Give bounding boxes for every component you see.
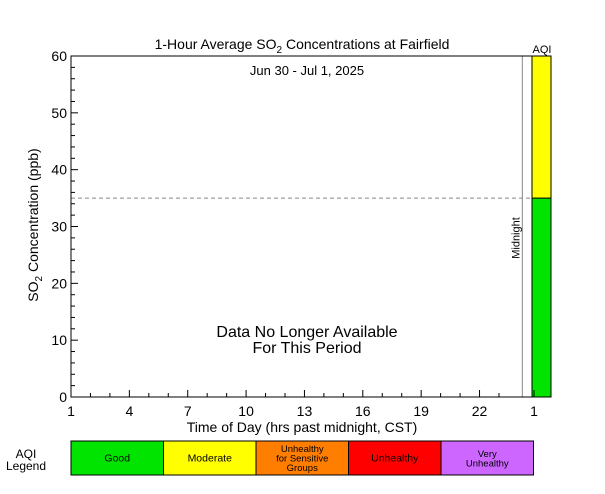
y-tick-label: 10 [51, 332, 67, 348]
y-axis-label: SO2 Concentration (ppb) [25, 148, 45, 301]
y-axis-label-subscript: 2 [34, 275, 45, 281]
aqi-legend-label-1: Moderate [188, 453, 233, 465]
aqi-legend-label-3: Unhealthy [371, 453, 419, 465]
aqi-legend-label-0: Good [104, 453, 130, 465]
midnight-label: Midnight [510, 217, 522, 259]
aqi-legend-title-line2: Legend [6, 459, 46, 473]
aqi-legend-title-line1: AQI [16, 447, 37, 461]
y-tick-label: 50 [51, 105, 67, 121]
x-tick-label: 4 [125, 403, 133, 419]
x-tick-label: 22 [472, 403, 488, 419]
x-tick-label: 10 [238, 403, 254, 419]
chart-title-subscript: 2 [277, 45, 283, 56]
no-data-message-line2: For This Period [252, 340, 361, 357]
aqi-legend-label-2: Groups [287, 463, 318, 474]
chart-subtitle: Jun 30 - Jul 1, 2025 [250, 63, 364, 78]
x-axis-label: Time of Day (hrs past midnight, CST) [187, 419, 418, 435]
aqi-legend-box-4 [440, 440, 534, 476]
x-tick-label: 1 [67, 403, 75, 419]
y-tick-label: 60 [51, 48, 67, 64]
aqi-bar-segment-0 [531, 197, 552, 398]
aqi-legend-box-1 [163, 440, 257, 476]
aqi-bar-label: AQI [533, 44, 552, 56]
aqi-legend-label-4: Unhealthy [466, 458, 509, 469]
x-tick-label: 19 [413, 403, 429, 419]
x-tick-label: 7 [184, 403, 192, 419]
y-tick-label: 0 [59, 389, 67, 405]
aqi-legend-label-4: Very [478, 449, 497, 460]
y-tick-label: 30 [51, 219, 67, 235]
y-tick-label: 40 [51, 162, 67, 178]
x-tick-label: 16 [355, 403, 371, 419]
y-tick-label: 20 [51, 275, 67, 291]
aqi-bar-segment-1 [531, 55, 552, 199]
aqi-legend-label-2: for Sensitive [276, 454, 328, 465]
chart-title: 1-Hour Average SO2 Concentrations at Fai… [155, 36, 450, 56]
no-data-message-line1: Data No Longer Available [216, 324, 397, 341]
aqi-legend-box-2 [255, 440, 349, 476]
aqi-legend-label-2: Unhealthy [281, 444, 324, 455]
x-tick-label: 13 [297, 403, 313, 419]
x-tick-label: 1 [530, 403, 538, 419]
